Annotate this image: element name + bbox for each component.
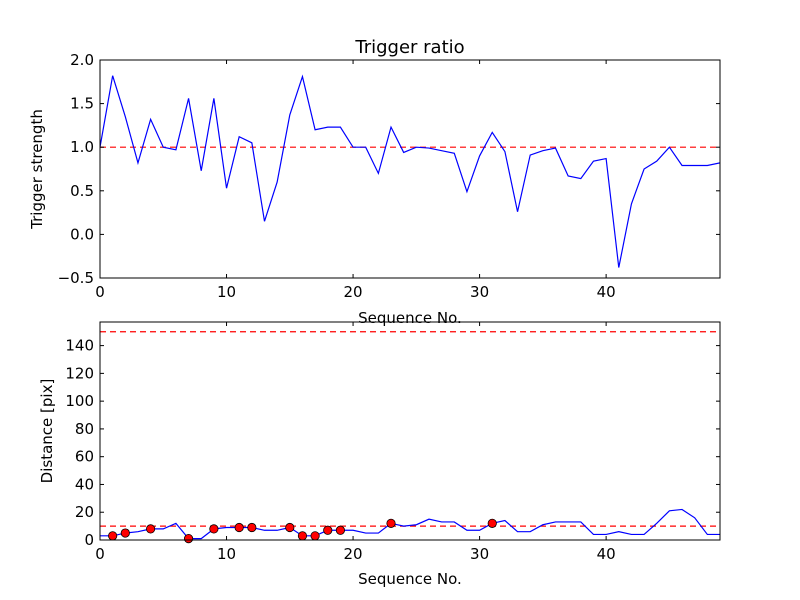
x-tick-label: 30 xyxy=(470,545,489,563)
y-tick-label: 20 xyxy=(75,503,94,521)
y-tick-label: 1.0 xyxy=(70,138,94,156)
x-tick-label: 10 xyxy=(217,283,236,301)
data-point xyxy=(108,531,118,541)
y-tick-label: 0.5 xyxy=(70,182,94,200)
x-tick-label: 30 xyxy=(470,283,489,301)
data-point xyxy=(247,522,257,533)
y-tick-label: −0.5 xyxy=(58,269,94,287)
data-point xyxy=(487,518,497,528)
axes-frame xyxy=(99,321,721,541)
series-line-0 xyxy=(100,508,720,540)
x-tick-label: 20 xyxy=(344,545,363,563)
y-tick-label: 1.5 xyxy=(70,95,94,113)
x-tick-label: 10 xyxy=(217,545,236,563)
y-tick-label: 80 xyxy=(75,420,94,438)
data-point xyxy=(386,518,396,528)
data-point xyxy=(297,531,308,541)
y-tick-label: 120 xyxy=(65,364,94,382)
y-tick-label: 0 xyxy=(84,531,94,549)
x-axis-label: Sequence No. xyxy=(358,309,462,327)
y-tick-label: 40 xyxy=(75,475,94,493)
x-axis-label: Sequence No. xyxy=(358,570,462,588)
axes-frame xyxy=(99,59,721,279)
y-tick-label: 2.0 xyxy=(70,51,94,69)
data-point xyxy=(234,522,244,533)
y-tick-label: 140 xyxy=(65,337,94,355)
y-tick-label: 60 xyxy=(75,448,94,466)
y-axis-label: Trigger strength xyxy=(28,109,46,230)
data-point xyxy=(209,524,219,534)
chart-trigger-ratio: Trigger ratio 0 10 20 30 40 −0.5 0.0 0.5 1.0 1.5 2… xyxy=(28,37,721,327)
plot-area: 0 10 20 30 40 0 20 40 60 80 100 120 140 xyxy=(65,321,721,563)
data-point xyxy=(183,534,194,544)
series-line-0 xyxy=(100,74,720,268)
y-tick-label: 0.0 xyxy=(70,225,94,243)
y-axis-label: Distance [pix] xyxy=(38,379,56,484)
data-point xyxy=(146,524,156,534)
data-point xyxy=(285,522,295,533)
chart-title: Trigger ratio xyxy=(354,37,464,58)
x-tick-label: 0 xyxy=(95,283,105,301)
y-tick-label: 100 xyxy=(65,392,94,410)
x-tick-label: 20 xyxy=(344,283,363,301)
chart-distance: 0 10 20 30 40 0 20 40 60 80 100 120 140 Sequence No.… xyxy=(38,321,721,588)
x-tick-label: 0 xyxy=(95,545,105,563)
data-point xyxy=(310,531,320,541)
plot-area: 0 10 20 30 40 −0.5 0.0 0.5 1.0 1.5 2.0 xyxy=(58,51,721,301)
data-point xyxy=(120,528,130,538)
x-tick-label: 40 xyxy=(597,545,616,563)
data-point xyxy=(323,525,333,535)
x-tick-label: 40 xyxy=(597,283,616,301)
data-point xyxy=(335,525,346,535)
